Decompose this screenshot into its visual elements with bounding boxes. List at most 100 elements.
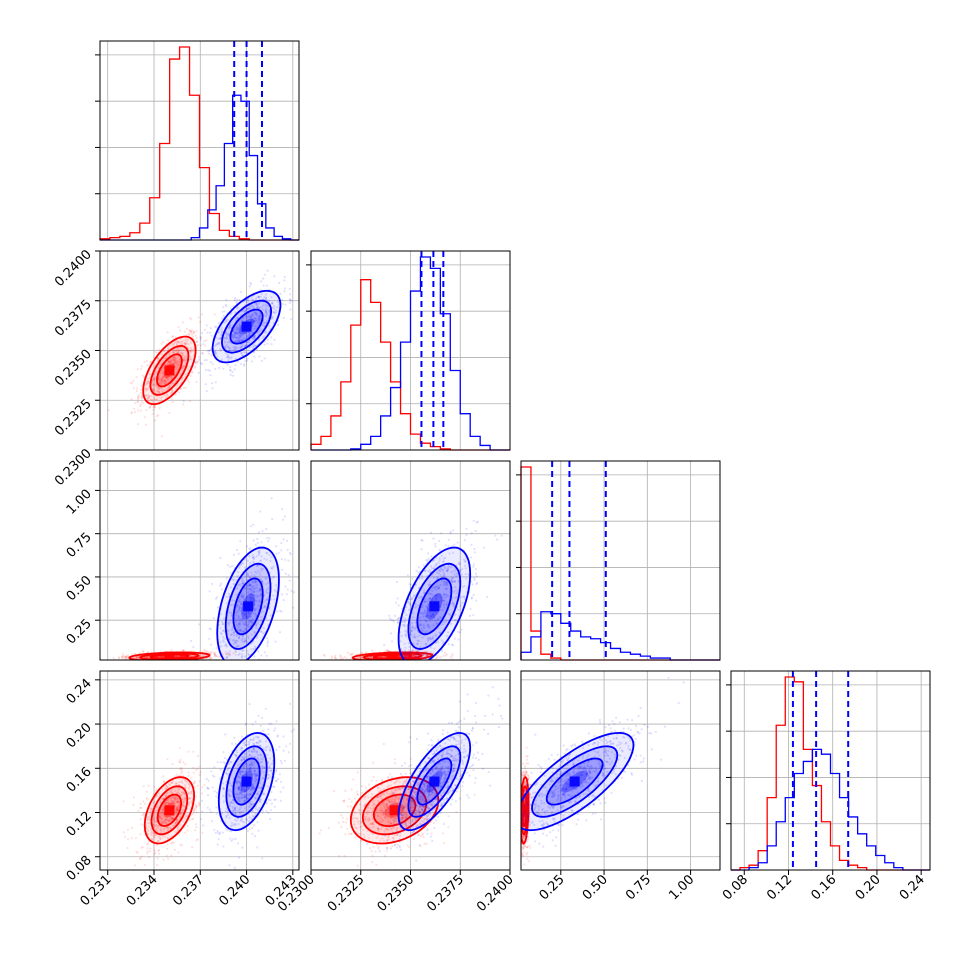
sample-point [181, 366, 185, 369]
sample-point [152, 406, 155, 409]
sample-point [152, 800, 156, 803]
sample-point [264, 310, 267, 313]
sample-point [148, 406, 151, 409]
sample-point [149, 850, 152, 853]
sample-point [145, 843, 148, 846]
sample-point [175, 368, 178, 371]
sample-point [397, 655, 400, 658]
sample-point [166, 331, 169, 334]
sample-point [402, 624, 405, 627]
sample-point [149, 807, 152, 811]
sample-point [237, 340, 240, 343]
sample-point [201, 786, 204, 789]
sample-point [236, 610, 239, 614]
sample-point [155, 844, 158, 847]
sample-point [420, 612, 423, 615]
sample-point [200, 655, 203, 658]
sample-point [246, 584, 249, 587]
sample-point [232, 335, 236, 338]
sample-point [228, 654, 232, 657]
sample-point [272, 311, 275, 314]
sample-point [464, 567, 467, 570]
sample-point [120, 656, 123, 659]
sample-point [135, 656, 138, 659]
sample-point [248, 548, 251, 551]
sample-point [432, 624, 435, 627]
sample-point [442, 571, 445, 574]
sample-point [476, 520, 479, 524]
sample-point [177, 825, 180, 828]
sample-point [208, 627, 211, 630]
sample-point [215, 654, 218, 657]
sample-point [265, 308, 268, 311]
sample-point [274, 311, 277, 314]
sample-point [413, 628, 417, 631]
sample-point [257, 552, 260, 555]
sample-point [443, 651, 447, 655]
sample-point [459, 569, 462, 572]
sample-point [429, 597, 432, 601]
sample-point [237, 636, 241, 639]
sample-point [121, 652, 124, 655]
sample-point [168, 412, 171, 415]
sample-point [167, 815, 170, 819]
sample-point [404, 619, 407, 623]
sample-point [408, 583, 411, 586]
sample-point [159, 800, 163, 804]
sample-point [249, 599, 252, 602]
sample-point [214, 597, 217, 600]
sample-point [403, 625, 406, 628]
sample-point [184, 337, 187, 340]
sample-point [175, 821, 178, 824]
sample-point [410, 598, 413, 601]
sample-point [455, 572, 459, 575]
sample-point [255, 313, 258, 316]
sample-point [145, 453, 147, 455]
sample-point [472, 519, 475, 522]
sample-point [260, 615, 263, 619]
sample-point [137, 397, 140, 400]
sample-point [252, 305, 255, 308]
histogram-panel-0 [95, 40, 300, 241]
sample-point [165, 795, 168, 798]
sample-point [251, 320, 254, 323]
sample-point [172, 358, 175, 361]
sample-point [191, 350, 194, 353]
sample-point [235, 548, 238, 552]
sample-point [167, 837, 170, 840]
sample-point [258, 355, 261, 358]
sample-point [188, 334, 191, 337]
sample-point [159, 363, 162, 366]
sample-point [179, 768, 182, 771]
sample-point [155, 351, 158, 354]
sample-point [433, 586, 436, 589]
sample-point [238, 634, 241, 637]
sample-point [425, 619, 428, 622]
sample-point [196, 784, 200, 787]
sample-point [172, 360, 175, 363]
sample-point [253, 630, 256, 634]
sample-point [214, 353, 217, 356]
sample-point [184, 816, 187, 819]
sample-point [455, 596, 458, 599]
sample-point [288, 551, 292, 554]
panel-frame [99, 40, 300, 241]
sample-point [244, 612, 247, 616]
sample-point [169, 826, 172, 830]
sample-point [272, 576, 275, 579]
sample-point [183, 339, 186, 342]
sample-point [210, 354, 213, 357]
sample-point [465, 533, 468, 537]
sample-point [220, 588, 223, 591]
sample-point [242, 649, 245, 652]
sample-point [221, 629, 224, 633]
sample-point [473, 578, 476, 582]
sample-point [282, 538, 285, 541]
sample-point [252, 647, 255, 651]
sample-point [268, 537, 271, 540]
sample-point [431, 567, 434, 570]
sample-point [153, 405, 156, 408]
sample-point [239, 540, 242, 543]
sample-point [405, 606, 408, 609]
sample-point [176, 818, 179, 821]
